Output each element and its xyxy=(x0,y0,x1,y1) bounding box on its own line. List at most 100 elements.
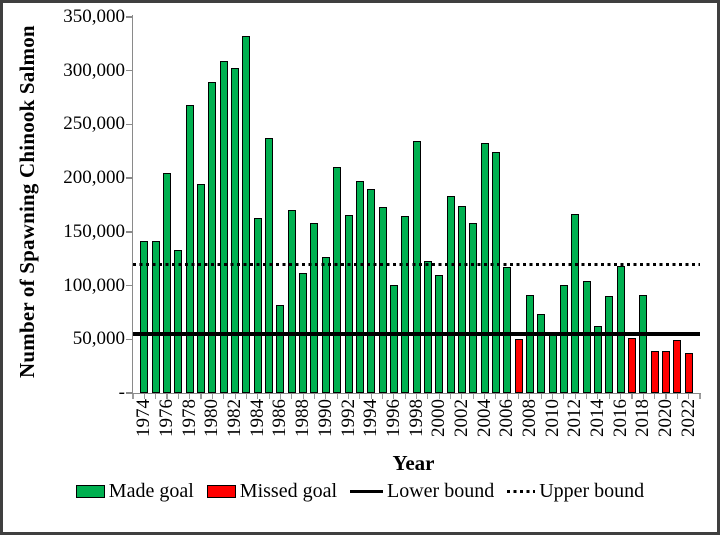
x-tick xyxy=(688,394,690,399)
x-tick xyxy=(676,394,678,399)
legend-item-made-goal: Made goal xyxy=(75,480,194,503)
x-tick xyxy=(347,394,350,399)
x-tick xyxy=(279,394,281,399)
y-tick xyxy=(126,123,132,126)
x-axis-spine xyxy=(131,393,701,395)
lower-bound-line-icon xyxy=(350,489,383,494)
x-tick-label: 2020 xyxy=(655,399,676,437)
bar-1990 xyxy=(321,256,330,393)
made-goal-label: Made goal xyxy=(108,480,194,502)
bar-1991 xyxy=(333,167,342,393)
x-tick-label: 2016 xyxy=(609,399,631,437)
x-tick xyxy=(234,394,236,399)
x-tick xyxy=(166,394,168,399)
x-tick xyxy=(642,394,644,399)
x-tick-label: 2010 xyxy=(541,399,563,437)
upper-bound-label: Upper bound xyxy=(539,480,645,502)
y-tick xyxy=(126,338,132,340)
bar-2019 xyxy=(650,351,659,393)
y-tick-label: 300,000 xyxy=(63,59,125,81)
x-tick-label: 1982 xyxy=(224,399,246,437)
x-tick xyxy=(223,394,225,399)
bar-1998 xyxy=(412,140,421,393)
bar-2015 xyxy=(605,296,614,393)
bar-1976 xyxy=(163,172,171,393)
y-tick-label: 250,000 xyxy=(63,113,125,135)
x-tick-label: 2012 xyxy=(564,399,586,437)
y-tick xyxy=(126,284,132,287)
x-tick xyxy=(336,394,338,399)
x-tick-label: 1988 xyxy=(292,399,314,437)
y-tick xyxy=(126,392,132,394)
y-axis-spine xyxy=(131,15,133,393)
bar-1983 xyxy=(242,36,251,393)
x-tick xyxy=(177,394,179,399)
x-tick xyxy=(563,394,565,399)
bar-1984 xyxy=(253,217,262,393)
legend: Made goal Missed goal Lower bound Upper … xyxy=(3,480,717,503)
lower-bound-label: Lower bound xyxy=(387,480,495,502)
x-axis-title: Year xyxy=(392,451,435,475)
x-tick xyxy=(268,394,270,399)
x-tick xyxy=(506,394,508,399)
y-tick-label: 150,000 xyxy=(63,220,125,242)
x-tick xyxy=(438,394,440,399)
made-goal-swatch-icon xyxy=(75,485,105,498)
bar-1989 xyxy=(310,223,319,393)
missed-goal-swatch-icon xyxy=(206,485,236,498)
x-tick xyxy=(325,394,327,399)
missed-goal-label: Missed goal xyxy=(239,480,337,502)
x-tick xyxy=(381,394,384,399)
bar-1999 xyxy=(423,260,432,393)
x-tick xyxy=(404,394,406,399)
bar-1992 xyxy=(344,214,353,393)
bar-2021 xyxy=(673,340,682,393)
x-tick xyxy=(483,394,486,399)
x-tick-label: 2004 xyxy=(473,399,495,437)
legend-item-upper-bound: Upper bound xyxy=(507,480,644,503)
x-tick-label: 1978 xyxy=(178,399,200,437)
upper-bound-line-icon xyxy=(507,490,536,493)
x-tick xyxy=(699,394,701,399)
x-tick xyxy=(370,394,372,399)
x-tick-label: 1994 xyxy=(360,399,382,437)
x-tick xyxy=(529,394,531,399)
x-tick xyxy=(631,394,633,399)
bar-1979 xyxy=(197,183,205,393)
bar-2016 xyxy=(616,266,625,393)
x-tick-label: 2008 xyxy=(518,399,540,437)
bar-1995 xyxy=(378,207,387,393)
bar-2001 xyxy=(446,196,455,393)
x-tick xyxy=(597,394,599,399)
x-tick-label: 1980 xyxy=(201,399,223,437)
x-tick-label: 1990 xyxy=(314,399,336,437)
x-tick-label: 1998 xyxy=(405,399,427,437)
upper-bound-line xyxy=(133,262,700,266)
lower-bound-line xyxy=(133,332,700,336)
x-tick xyxy=(200,394,202,399)
bar-2018 xyxy=(639,295,648,393)
x-tick xyxy=(132,394,134,399)
x-tick xyxy=(495,394,497,399)
y-tick-label: - xyxy=(118,382,125,403)
x-tick xyxy=(540,394,542,399)
x-tick xyxy=(620,394,622,399)
bar-1974 xyxy=(140,240,149,393)
bar-1982 xyxy=(231,67,240,393)
x-tick-label: 2022 xyxy=(677,399,699,437)
bar-1985 xyxy=(265,138,274,393)
x-tick xyxy=(211,394,213,399)
bar-2014 xyxy=(593,326,602,393)
bar-2022 xyxy=(684,353,693,393)
x-tick xyxy=(427,394,429,399)
y-tick-label: 50,000 xyxy=(72,328,125,350)
bar-1978 xyxy=(185,105,194,393)
x-tick xyxy=(461,394,463,399)
x-tick xyxy=(449,394,452,399)
x-tick xyxy=(393,394,395,399)
bar-1975 xyxy=(151,240,160,393)
x-tick xyxy=(313,394,315,399)
x-tick xyxy=(518,394,520,399)
x-tick xyxy=(608,394,610,399)
